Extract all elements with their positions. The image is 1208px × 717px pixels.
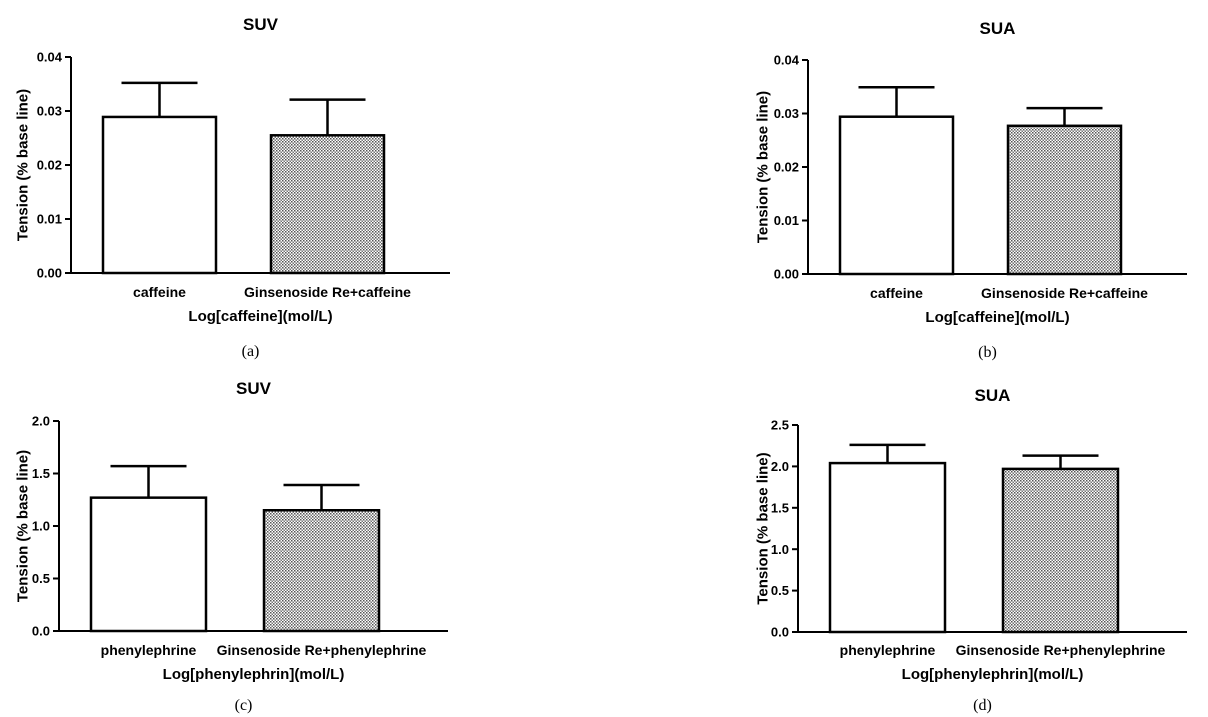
y-tick-label: 0.0 (32, 624, 50, 639)
bar (262, 509, 381, 633)
chart-title: SUV (236, 379, 272, 398)
bar (1006, 124, 1123, 276)
y-tick-label: 0.02 (37, 158, 62, 173)
chart-panel-3: SUV Tension (% base line) 0.0 0.5 1.0 1.5 2.0 p… (14, 379, 448, 714)
y-axis-label: Tension (% base line) (14, 450, 31, 602)
category-label: Ginsenoside Re+phenylephrine (956, 642, 1166, 658)
y-axis-label: Tension (% base line) (754, 452, 771, 604)
y-tick-label: 2.0 (771, 459, 789, 474)
y-tick-label: 0.03 (37, 104, 62, 119)
category-label: phenylephrine (840, 642, 936, 658)
y-tick-label: 2.5 (771, 418, 789, 433)
bar (89, 496, 208, 633)
panel-label: (b) (978, 344, 997, 361)
y-axis-label: Tension (% base line) (754, 91, 771, 243)
y-tick-label: 1.5 (771, 500, 789, 515)
x-axis-label: Log[caffeine](mol/L) (188, 308, 332, 325)
x-axis-label: Log[phenylephrin](mol/L) (163, 666, 345, 683)
bar (1001, 467, 1120, 634)
y-tick-label: 1.5 (32, 466, 50, 481)
y-tick-label: 0.00 (774, 267, 799, 282)
y-tick-label: 0.01 (37, 212, 62, 227)
category-label: phenylephrine (101, 642, 197, 658)
y-tick-label: 0.04 (774, 53, 800, 68)
bar (828, 461, 947, 634)
chart-title: SUA (975, 386, 1011, 405)
panel-label: (d) (973, 697, 992, 714)
y-tick-label: 0.04 (37, 50, 63, 65)
category-label: caffeine (133, 284, 186, 300)
y-tick-label: 0.00 (37, 266, 62, 281)
category-label: Ginsenoside Re+caffeine (981, 285, 1148, 301)
y-tick-label: 0.0 (771, 625, 789, 640)
chart-title: SUV (243, 15, 279, 34)
category-label: Ginsenoside Re+phenylephrine (217, 642, 427, 658)
bar (838, 115, 955, 276)
chart-panel-1: SUV Tension (% base line) 0.00 0.01 0.02 0.03… (14, 15, 450, 360)
chart-panel-4: SUA Tension (% base line) 0.0 0.5 1.0 1.5 2.0 2… (754, 386, 1187, 714)
y-tick-label: 0.02 (774, 160, 799, 175)
y-axis-label: Tension (% base line) (14, 89, 31, 241)
category-label: caffeine (870, 285, 923, 301)
panel-label: (a) (242, 343, 260, 360)
category-label: Ginsenoside Re+caffeine (244, 284, 411, 300)
bar (101, 115, 218, 275)
bar (269, 134, 386, 275)
x-axis-label: Log[phenylephrin](mol/L) (902, 666, 1084, 683)
y-tick-label: 0.5 (771, 583, 789, 598)
y-tick-label: 0.01 (774, 213, 799, 228)
y-tick-label: 1.0 (771, 542, 789, 557)
chart-panel-2: SUA Tension (% base line) 0.00 0.01 0.02 0.03… (754, 19, 1187, 361)
panel-label: (c) (235, 697, 253, 714)
chart-title: SUA (980, 19, 1016, 38)
y-tick-label: 1.0 (32, 519, 50, 534)
y-tick-label: 0.5 (32, 571, 50, 586)
x-axis-label: Log[caffeine](mol/L) (925, 309, 1069, 326)
y-tick-label: 0.03 (774, 106, 799, 121)
y-tick-label: 2.0 (32, 414, 50, 429)
